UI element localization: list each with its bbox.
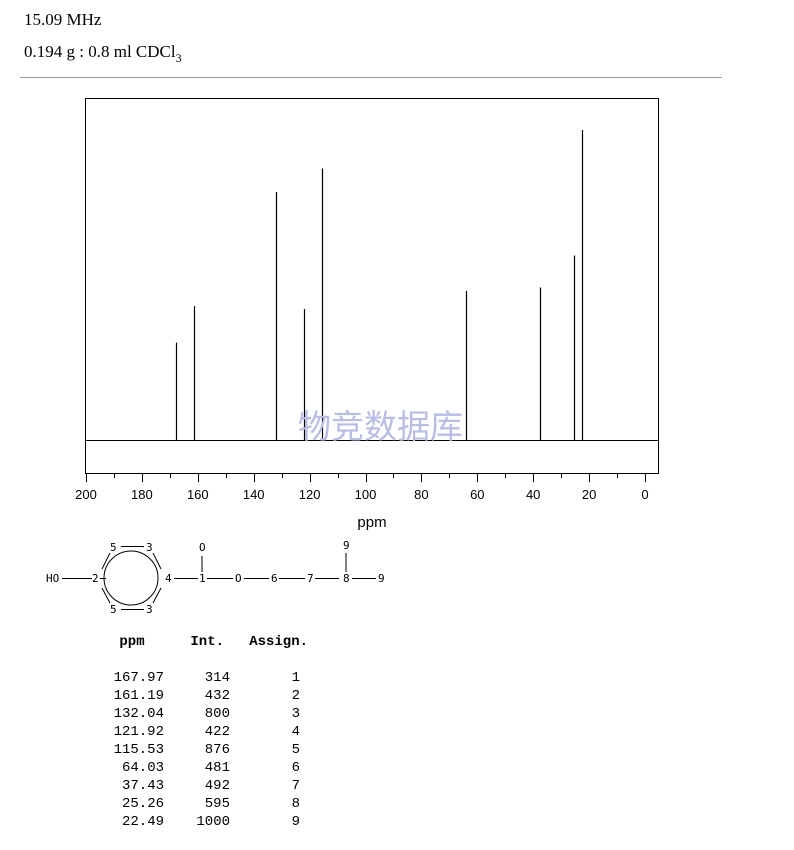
- atom-3-bottom: 3: [146, 603, 153, 616]
- x-axis-ticks: 200 180 160 140 120 100 80 60 40 20 0: [75, 473, 649, 502]
- cell-int: 432: [204, 688, 230, 704]
- watermark: 物竞数据库: [298, 407, 463, 446]
- x-tick-label: 40: [526, 487, 540, 502]
- cell-int: 422: [204, 724, 230, 740]
- cell-assign: 9: [291, 814, 300, 830]
- col-header-int: Int.: [190, 634, 224, 650]
- cell-assign: 1: [291, 670, 300, 686]
- x-tick-label: 140: [243, 487, 265, 502]
- table-row: 121.92 422 4: [90, 723, 308, 741]
- table-row: 167.97 314 1: [90, 669, 308, 687]
- cell-int: 492: [204, 778, 230, 794]
- col-header-ppm: ppm: [119, 634, 145, 650]
- frequency-label: 15.09 MHz: [24, 10, 102, 29]
- cell-assign: 4: [291, 724, 300, 740]
- table-row: 132.04 800 3: [90, 705, 308, 723]
- table-body: 167.97 314 1 161.19 432 2 132.04 800 3 121.92 422 4…: [90, 651, 308, 831]
- table-row: 64.03 481 6: [90, 759, 308, 777]
- header-divider: [20, 77, 722, 78]
- sample-subscript: 3: [175, 51, 182, 65]
- atom-9-right: 9: [378, 572, 385, 585]
- x-tick-label: 100: [355, 487, 377, 502]
- cell-int: 800: [204, 706, 230, 722]
- table-spacer: [90, 651, 308, 669]
- x-tick-label: 120: [299, 487, 321, 502]
- x-tick-label: 0: [641, 487, 648, 502]
- x-tick-label: 180: [131, 487, 153, 502]
- cell-int: 1000: [196, 814, 230, 830]
- cell-ppm: 37.43: [121, 778, 164, 794]
- atom-9-top: 9: [343, 539, 350, 552]
- cell-int: 876: [204, 742, 230, 758]
- table-row: 22.49 1000 9: [90, 813, 308, 831]
- atom-ester-o: O: [235, 572, 242, 585]
- cell-int: 314: [204, 670, 230, 686]
- cell-assign: 2: [291, 688, 300, 704]
- x-tick-label: 160: [187, 487, 209, 502]
- cell-assign: 3: [291, 706, 300, 722]
- atom-ho: HO: [46, 572, 59, 585]
- x-tick-label: 80: [414, 487, 428, 502]
- cell-ppm: 64.03: [121, 760, 164, 776]
- atom-6: 6: [271, 572, 278, 585]
- col-header-assign: Assign.: [249, 634, 308, 650]
- cell-assign: 6: [291, 760, 300, 776]
- table-header-row: ppm Int. Assign.: [90, 633, 308, 651]
- peak-table: ppm Int. Assign. 167.97 314 1 161.19 432 2 132…: [90, 633, 308, 831]
- nmr-spectrum-chart: 200 180 160 140 120 100 80 60 40 20 0 物竞数据库 ppm: [75, 98, 659, 531]
- cell-ppm: 132.04: [113, 706, 164, 722]
- cell-ppm: 167.97: [113, 670, 164, 686]
- x-tick-label: 20: [582, 487, 596, 502]
- table-row: 25.26 595 8: [90, 795, 308, 813]
- x-tick-label: 200: [75, 487, 97, 502]
- plot-frame: [85, 98, 659, 474]
- cell-assign: 7: [291, 778, 300, 794]
- cell-ppm: 161.19: [113, 688, 164, 704]
- atom-5-bottom: 5: [110, 603, 117, 616]
- cell-ppm: 121.92: [113, 724, 164, 740]
- atom-8: 8: [343, 572, 350, 585]
- table-row: 115.53 876 5: [90, 741, 308, 759]
- cell-ppm: 22.49: [121, 814, 164, 830]
- atom-4: 4: [165, 572, 172, 585]
- cell-int: 481: [204, 760, 230, 776]
- atom-3-top: 3: [146, 541, 153, 554]
- cell-int: 595: [204, 796, 230, 812]
- cell-assign: 5: [291, 742, 300, 758]
- cell-assign: 8: [291, 796, 300, 812]
- atom-2: 2: [92, 572, 99, 585]
- atom-5-top: 5: [110, 541, 117, 554]
- sample-text: 0.194 g : 0.8 ml CDCl: [24, 42, 176, 61]
- cell-ppm: 115.53: [113, 742, 164, 758]
- bond-lines: [62, 546, 376, 610]
- atom-carbonyl-o: O: [199, 541, 206, 554]
- x-tick-label: 60: [470, 487, 484, 502]
- peaks-layer: [175, 130, 584, 440]
- cell-ppm: 25.26: [121, 796, 164, 812]
- atom-7: 7: [307, 572, 314, 585]
- table-row: 37.43 492 7: [90, 777, 308, 795]
- table-row: 161.19 432 2: [90, 687, 308, 705]
- atom-1: 1: [199, 572, 206, 585]
- sample-label: 0.194 g : 0.8 ml CDCl3: [24, 42, 182, 65]
- x-axis-title: ppm: [357, 514, 386, 531]
